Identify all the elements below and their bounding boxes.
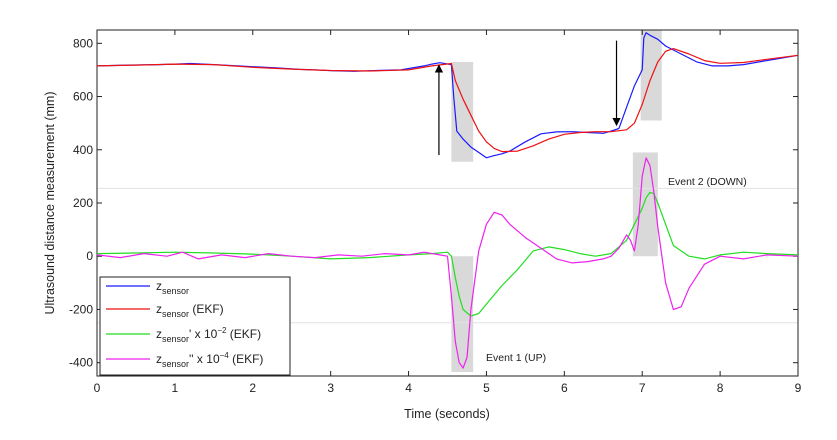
x-axis-label: Time (seconds): [404, 407, 490, 421]
legend-entry: zsensor: [156, 279, 189, 296]
x-axis-ticks: 0 1 2 3 4 5 6 7 8 9: [94, 30, 802, 395]
y-tick-label: 0: [86, 249, 93, 263]
x-tick-label: 0: [94, 381, 101, 395]
annotation-event-1: Event 1 (UP): [486, 352, 546, 364]
x-tick-label: 7: [639, 381, 646, 395]
y-tick-label: 800: [73, 36, 93, 50]
legend-items: zsensor zsensor (EKF) zsensor' x 10−2 (EKF…: [106, 279, 263, 369]
legend-entry: zsensor (EKF): [156, 302, 224, 319]
y-tick-label: -200: [69, 302, 93, 316]
annotation-event-2: Event 2 (DOWN): [668, 176, 747, 188]
series-z-sensor-ekf: [96, 47, 799, 153]
highlight-event2-lower: [632, 152, 658, 257]
x-tick-label: 8: [717, 381, 724, 395]
event-arrows: [434, 40, 621, 156]
y-axis-ticks: -400 -200 0 200 400 600 800: [69, 36, 798, 370]
y-tick-label: 600: [73, 90, 93, 104]
series-z-sensor-derivative: [96, 191, 799, 317]
x-tick-label: 2: [249, 381, 256, 395]
x-tick-label: 4: [405, 381, 412, 395]
x-tick-label: 5: [483, 381, 490, 395]
legend-entry: zsensor' x 10−2 (EKF): [156, 326, 261, 344]
x-tick-label: 9: [795, 381, 802, 395]
y-axis-label: Ultrasound distance measurement (mm): [43, 92, 57, 315]
x-tick-label: 3: [327, 381, 334, 395]
y-tick-label: -400: [69, 356, 93, 370]
legend: zsensor zsensor (EKF) zsensor' x 10−2 (EKF…: [99, 276, 291, 376]
y-tick-label: 200: [73, 196, 93, 210]
series-lines: [96, 32, 799, 369]
x-tick-label: 6: [561, 381, 568, 395]
legend-entry: zsensor'' x 10−4 (EKF): [156, 351, 263, 369]
x-tick-label: 1: [172, 381, 179, 395]
series-z-sensor-second-derivative: [96, 157, 799, 369]
highlight-event1-upper: [451, 61, 474, 162]
highlight-event2-upper: [640, 30, 662, 121]
y-tick-label: 400: [73, 143, 93, 157]
